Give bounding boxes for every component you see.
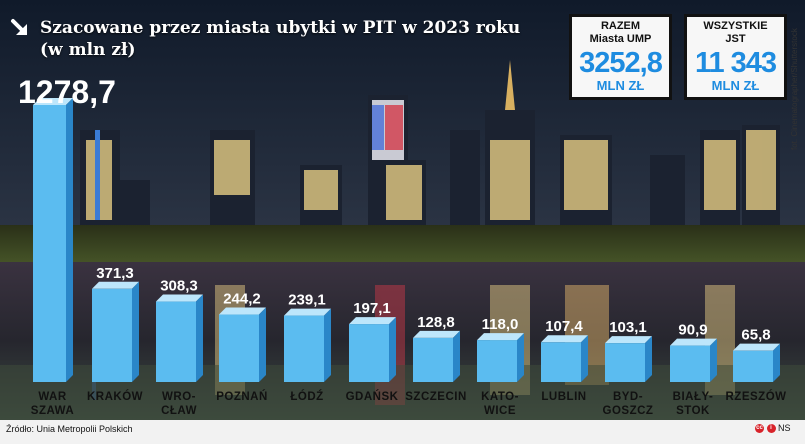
source-note: Źródło: Unia Metropolii Polskich [6,424,133,434]
bar [349,324,389,382]
category-label: RZESZÓW [726,390,787,403]
category-label: WRO- [162,391,196,403]
data-label: 1278,7 [18,74,116,110]
bar-chart: 1278,7 WAR SZAWA 371,3 KRAKÓW 308,3 WRO- CŁAW 24… [18,74,787,417]
cc-icon: cc [755,424,764,434]
box-value: 3252,8 [579,47,663,79]
bar [33,105,66,382]
data-label: 107,4 [545,318,583,335]
data-label: 118,0 [482,316,519,333]
bar [284,315,324,382]
box-unit: MLN ZŁ [596,78,645,93]
bar-top [541,335,588,343]
category-label: POZNAŃ [216,390,268,403]
category-label: WAR [38,391,67,403]
photo-credit: fot. Cinematographer/Shutterstock [790,28,799,150]
bar [156,301,196,382]
bar-side [259,307,266,382]
publisher-logo: cc i NS [755,423,791,434]
category-label: CŁAW [161,405,197,417]
title-line-1: Szacowane przez miasta ubytki w PIT w 20… [40,18,521,38]
box-header: RAZEM [600,20,641,32]
box-subheader: Miasta UMP [589,33,652,45]
category-label: KATO- [481,391,519,403]
bar [605,343,645,382]
bar-side [66,98,73,382]
bar-top [284,308,331,316]
total-jst-box: WSZYSTKIE JST 11 343 MLN ZŁ [684,14,787,100]
bar-top [219,307,266,315]
bar-side [389,317,396,382]
box-value: 11 343 [694,47,777,79]
bar-side [645,336,652,382]
bar-top [33,98,73,105]
bar-top [156,294,203,302]
bar [219,314,259,382]
data-label: 65,8 [741,327,770,344]
category-label: BIAŁY- [673,391,714,403]
category-label: SZCZECIN [405,391,467,403]
bar [413,337,453,382]
bar [733,350,773,382]
bar [541,342,581,382]
total-ump-box: RAZEM Miasta UMP 3252,8 MLN ZŁ [569,14,672,100]
box-unit: MLN ZŁ [711,78,760,93]
category-label: BYD- [613,391,643,403]
bar-side [324,308,331,382]
category-label: STOK [676,405,710,417]
box-subheader: JST [725,33,746,45]
logo-text: NS [778,423,791,433]
box-header: WSZYSTKIE [703,20,768,32]
category-label: KRAKÓW [87,390,143,403]
bar [477,340,517,382]
bar-side [517,333,524,382]
bar-top [349,317,396,325]
bar-side [196,294,203,382]
data-label: 244,2 [223,291,261,308]
category-label: WICE [484,405,516,417]
bar-side [773,343,780,382]
category-label: LUBLIN [541,391,586,403]
bar-top [670,338,717,346]
bar-top [413,330,460,338]
data-label: 128,8 [417,314,455,331]
by-icon: i [766,424,776,434]
bar-side [710,338,717,382]
bar-side [453,330,460,382]
data-label: 197,1 [353,300,391,317]
bar-top [92,281,139,289]
data-label: 90,9 [678,322,707,339]
bar-top [733,343,780,351]
bar-top [477,333,524,341]
category-label: ŁÓDŹ [290,390,323,403]
data-label: 308,3 [160,278,198,295]
bar [92,288,132,382]
data-label: 371,3 [96,265,134,282]
category-label: SZAWA [31,405,74,417]
bar [670,345,710,382]
arrow-down-right-icon [11,19,27,35]
bar-side [132,281,139,382]
bar-top [605,336,652,344]
category-label: GOSZCZ [603,405,654,417]
data-label: 239,1 [288,292,326,309]
data-label: 103,1 [609,319,647,336]
bar-side [581,335,588,382]
title-line-2: (w mln zł) [40,40,136,60]
category-label: GDAŃSK [346,390,399,403]
